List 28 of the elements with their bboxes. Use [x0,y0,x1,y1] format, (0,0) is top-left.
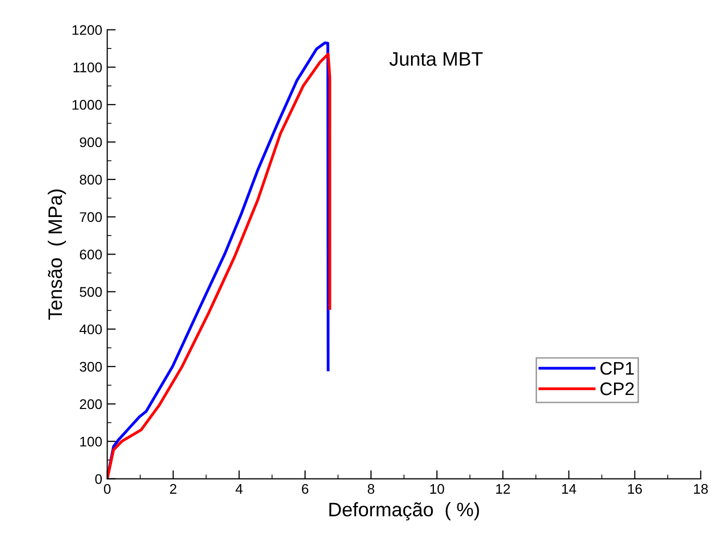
x-axis-title: Deformação ( %) [329,502,479,520]
x-tick-label: 12 [496,484,510,494]
y-tick-label: 100 [80,436,102,447]
x-tick-label: 18 [694,484,708,494]
y-tick-label: 200 [80,399,102,410]
y-tick-label: 400 [80,324,102,334]
y-tick-label: 1100 [74,62,102,72]
x-tick-label: 8 [368,484,374,494]
y-tick-label: 300 [80,362,102,372]
y-tick-label: 900 [80,137,102,148]
y-tick-label: 600 [80,250,102,260]
y-tick-label: 1000 [72,100,102,110]
y-tick-label: 1200 [72,25,102,35]
x-tick-label: 6 [302,484,308,494]
legend-label: CP2 [600,382,634,396]
x-tick-label: 10 [430,484,444,494]
x-tick-label: 16 [628,484,642,494]
y-tick-label: 500 [80,287,102,297]
x-tick-label: 2 [170,484,176,494]
y-axis-title: Tensão ( MPa) [48,190,66,320]
y-tick-label: 700 [80,212,102,222]
annotation: Junta MBT [389,52,483,66]
legend-label: CP1 [600,362,634,375]
y-tick-label: 800 [80,174,102,185]
x-tick-label: 0 [104,484,111,494]
x-tick-label: 14 [562,484,576,494]
x-tick-label: 4 [236,484,243,494]
y-tick-label: 0 [95,474,102,484]
